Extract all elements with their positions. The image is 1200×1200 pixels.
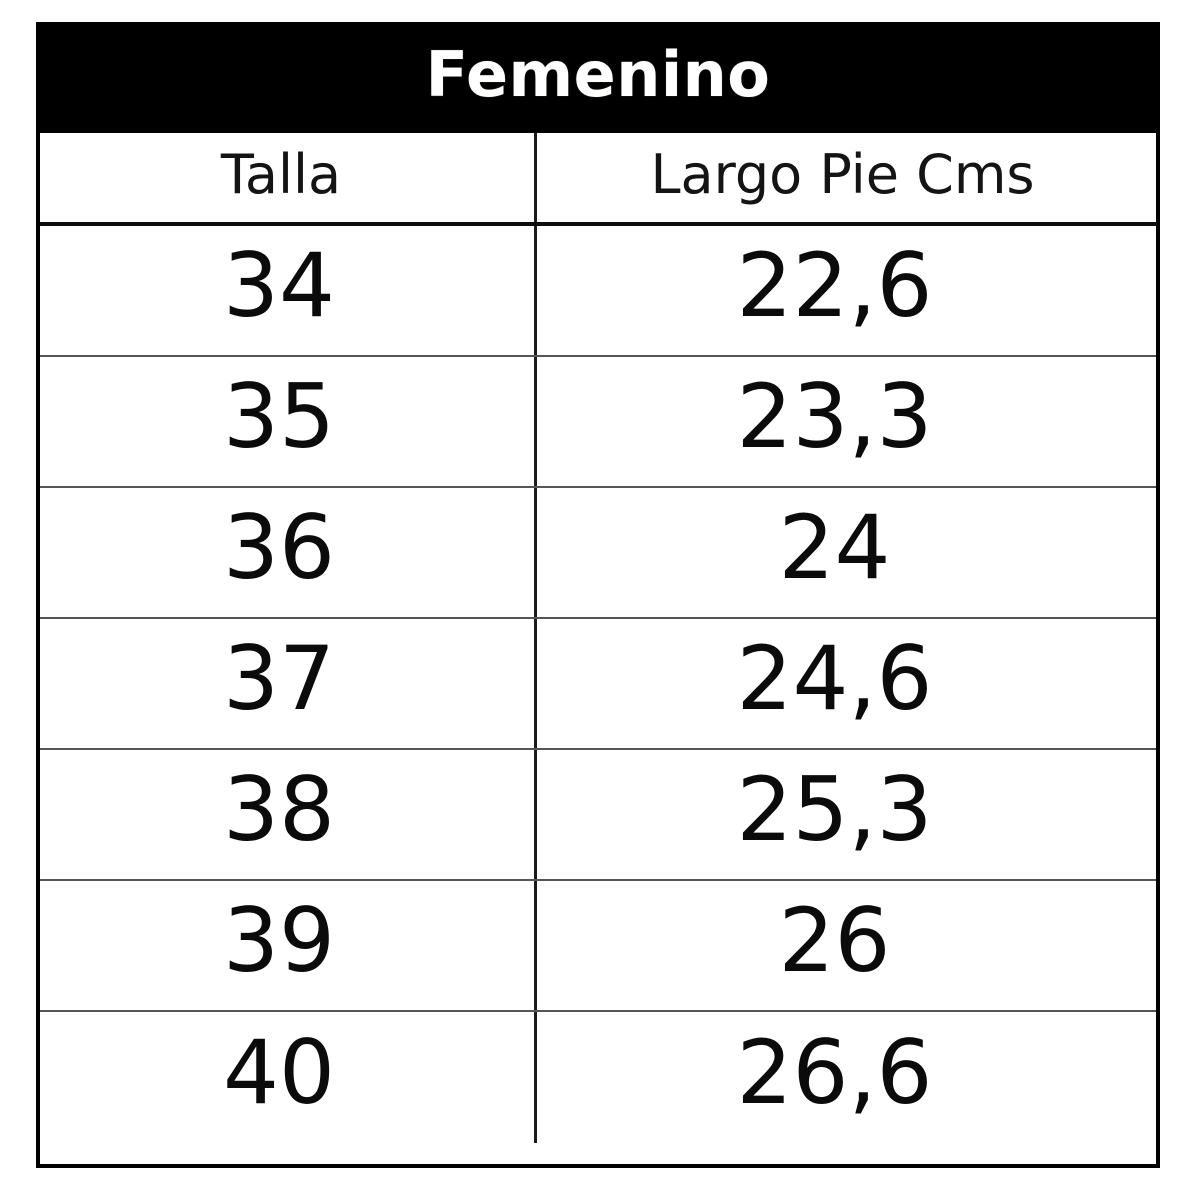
cell-talla-value: 37 <box>223 626 335 730</box>
table-row: 35 23,3 <box>40 357 1156 488</box>
table-row: 39 26 <box>40 881 1156 1012</box>
cell-largo-value: 22,6 <box>736 233 933 337</box>
table-row: 36 24 <box>40 488 1156 619</box>
cell-talla-value: 36 <box>223 495 335 599</box>
cell-largo-value: 25,3 <box>736 757 933 861</box>
cell-talla-value: 35 <box>223 364 335 468</box>
cell-largo: 22,6 <box>537 226 1156 355</box>
column-header-talla: Talla <box>40 133 537 222</box>
table-title-banner: Femenino <box>36 22 1160 133</box>
column-header-largo-pie-cms: Largo Pie Cms <box>537 133 1156 222</box>
table-row: 38 25,3 <box>40 750 1156 881</box>
column-header-largo-pie-cms-label: Largo Pie Cms <box>650 142 1035 206</box>
cell-largo: 23,3 <box>537 357 1156 486</box>
cell-largo: 25,3 <box>537 750 1156 879</box>
cell-talla-value: 38 <box>223 757 335 861</box>
cell-talla-value: 39 <box>223 888 335 992</box>
cell-largo-value: 24,6 <box>736 626 933 730</box>
table-row: 40 26,6 <box>40 1012 1156 1143</box>
cell-largo-value: 26 <box>778 888 891 992</box>
cell-talla: 38 <box>40 750 537 879</box>
cell-talla-value: 34 <box>223 233 335 337</box>
cell-largo-value: 26,6 <box>736 1020 933 1124</box>
cell-largo: 24,6 <box>537 619 1156 748</box>
size-chart-table: Femenino Talla Largo Pie Cms 34 22,6 35 … <box>36 22 1160 1168</box>
table-row: 37 24,6 <box>40 619 1156 750</box>
page-title: Femenino <box>425 37 771 111</box>
cell-largo: 24 <box>537 488 1156 617</box>
column-header-talla-label: Talla <box>220 142 342 206</box>
cell-talla: 40 <box>40 1012 537 1143</box>
cell-talla: 37 <box>40 619 537 748</box>
cell-talla: 36 <box>40 488 537 617</box>
cell-largo-value: 24 <box>778 495 891 599</box>
cell-talla: 35 <box>40 357 537 486</box>
cell-largo: 26 <box>537 881 1156 1010</box>
cell-largo-value: 23,3 <box>736 364 933 468</box>
cell-talla-value: 40 <box>223 1020 335 1124</box>
cell-largo: 26,6 <box>537 1012 1156 1143</box>
table-row: 34 22,6 <box>40 226 1156 357</box>
table-header-row: Talla Largo Pie Cms <box>40 133 1156 226</box>
cell-talla: 34 <box>40 226 537 355</box>
cell-talla: 39 <box>40 881 537 1010</box>
